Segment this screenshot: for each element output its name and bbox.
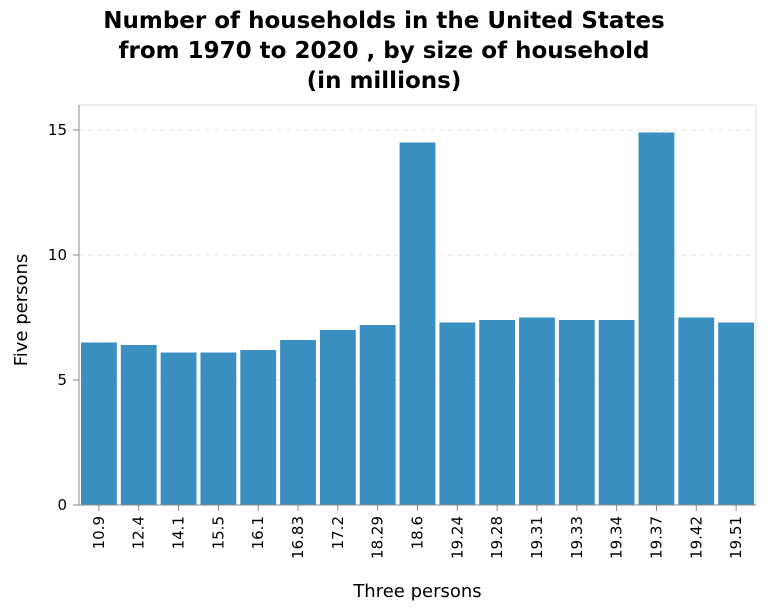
x-tick-label: 14.1 <box>170 516 188 549</box>
y-axis: 0 5 10 15 <box>48 105 80 514</box>
x-tick-label: 10.9 <box>90 516 108 549</box>
bar-19.42 <box>678 317 715 505</box>
chart-title: Number of households in the United State… <box>0 6 768 96</box>
bar-18.29 <box>359 325 396 505</box>
y-tick-label: 0 <box>57 496 67 514</box>
bar-14.1 <box>160 352 197 505</box>
bar-16.1 <box>240 350 277 505</box>
bar-15.5 <box>200 352 237 505</box>
x-tick-label: 19.37 <box>647 516 665 559</box>
bar-19.33 <box>558 320 595 505</box>
chart-title-line-2: from 1970 to 2020 , by size of household <box>118 38 650 64</box>
bar-19.31 <box>519 317 555 505</box>
bars <box>81 132 754 505</box>
x-tick-label: 19.28 <box>488 516 506 559</box>
chart-title-line-3: (in millions) <box>306 68 462 94</box>
y-tick-label: 5 <box>57 371 67 389</box>
x-tick-label: 12.4 <box>130 516 148 549</box>
bar-19.28 <box>479 320 516 505</box>
bar-16.83 <box>280 340 316 505</box>
x-tick-label: 15.5 <box>209 516 227 549</box>
x-tick-label: 18.29 <box>369 516 387 559</box>
x-axis: 10.9 12.4 14.1 15.5 16.1 16.83 17.2 18.29 18.6 19… <box>79 504 756 559</box>
x-tick-label: 19.31 <box>528 516 546 559</box>
bar-10.9 <box>81 342 117 505</box>
y-tick-label: 10 <box>48 246 67 264</box>
x-tick-label: 18.6 <box>409 516 427 549</box>
bar-19.24 <box>439 322 476 505</box>
x-tick-label: 19.51 <box>727 516 745 559</box>
bar-19.34 <box>598 320 635 505</box>
bar-17.2 <box>319 330 356 505</box>
x-tick-label: 17.2 <box>329 516 347 549</box>
x-tick-label: 19.42 <box>687 516 705 559</box>
x-tick-label: 16.1 <box>249 516 267 549</box>
x-axis-label: Three persons <box>352 581 481 602</box>
x-tick-label: 19.34 <box>608 516 626 559</box>
bar-19.51 <box>718 322 754 505</box>
x-tick-label: 16.83 <box>289 516 307 559</box>
x-tick-label: 19.33 <box>568 516 586 559</box>
bar-12.4 <box>120 345 157 505</box>
x-tick-label: 19.24 <box>448 516 466 559</box>
y-axis-label: Five persons <box>11 254 32 367</box>
bar-18.6 <box>399 142 436 505</box>
y-tick-label: 15 <box>48 121 67 139</box>
bar-19.37 <box>638 132 675 505</box>
chart-title-line-1: Number of households in the United State… <box>103 8 665 34</box>
